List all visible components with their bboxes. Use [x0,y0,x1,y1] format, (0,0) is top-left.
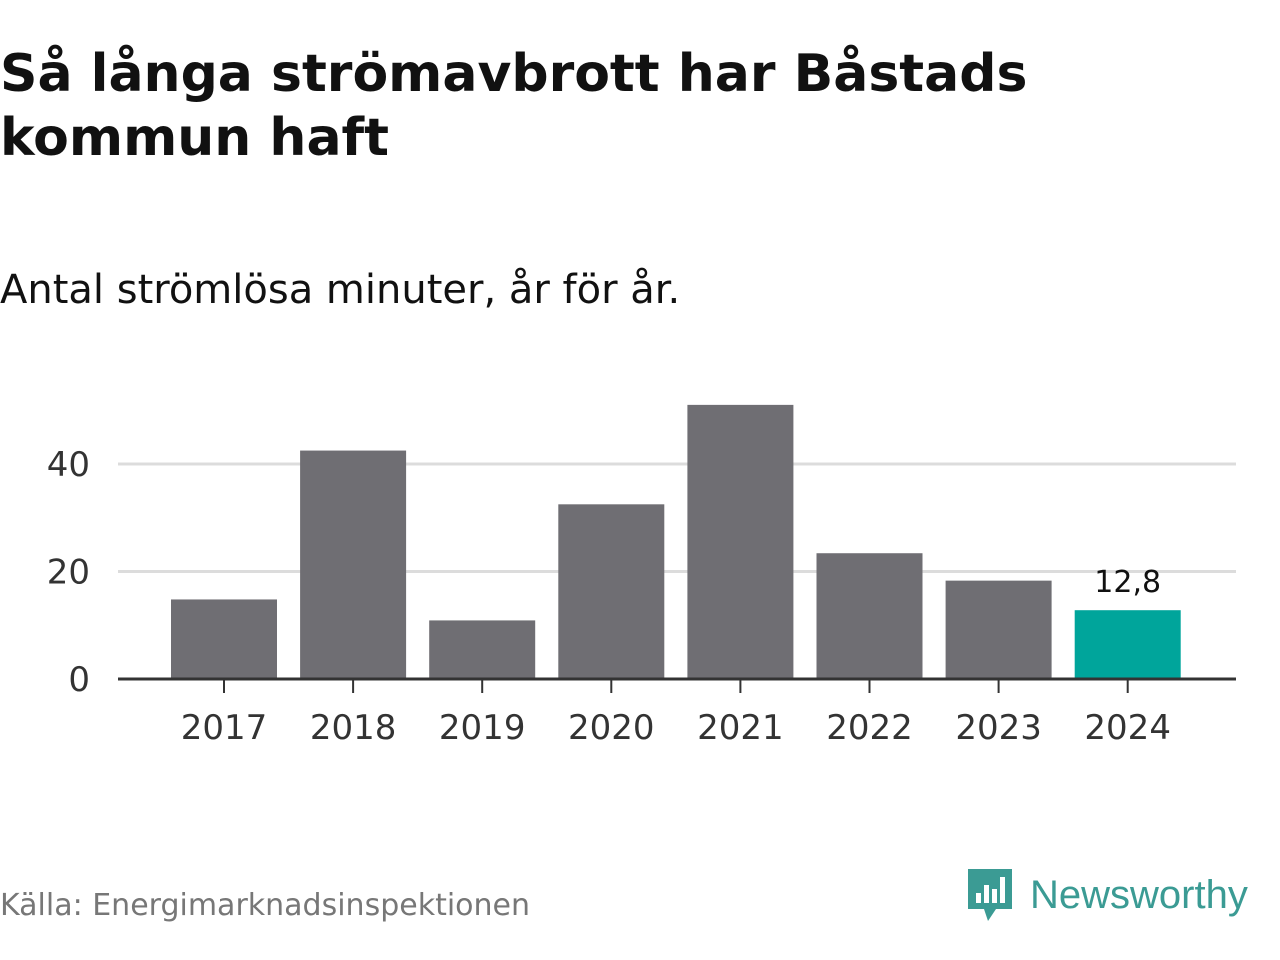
x-tick-label: 2018 [310,708,397,748]
bar-2022 [816,553,923,679]
chart-title: Så långa strömavbrott har Båstads kommun… [0,44,1028,168]
x-tick-label: 2021 [697,708,784,748]
x-tick-label: 2019 [439,708,526,748]
newsworthy-logo-icon [968,869,1012,921]
bar-2020 [558,504,665,679]
x-tick-label: 2024 [1084,708,1171,748]
data-label: 12,8 [1094,565,1161,600]
newsworthy-logo: Newsworthy [964,864,1248,926]
bar-2021 [687,404,794,679]
x-tick-label: 2020 [568,708,655,748]
x-tick-label: 2023 [955,708,1042,748]
y-tick-label: 40 [47,445,90,485]
bar-2024 [1074,610,1181,679]
bar-2017 [171,599,277,679]
source-note: Källa: Energimarknadsinspektionen [0,888,531,923]
x-tick-label: 2022 [826,708,913,748]
bar-2019 [429,620,536,679]
bar-2023 [945,580,1052,679]
brand-name: Newsworthy [1030,873,1248,917]
y-tick-label: 20 [47,553,90,593]
x-tick-label: 2017 [181,708,268,748]
y-tick-label: 0 [68,660,90,700]
bar-2018 [300,450,407,679]
chart-subtitle: Antal strömlösa minuter, år för år. [0,267,681,313]
